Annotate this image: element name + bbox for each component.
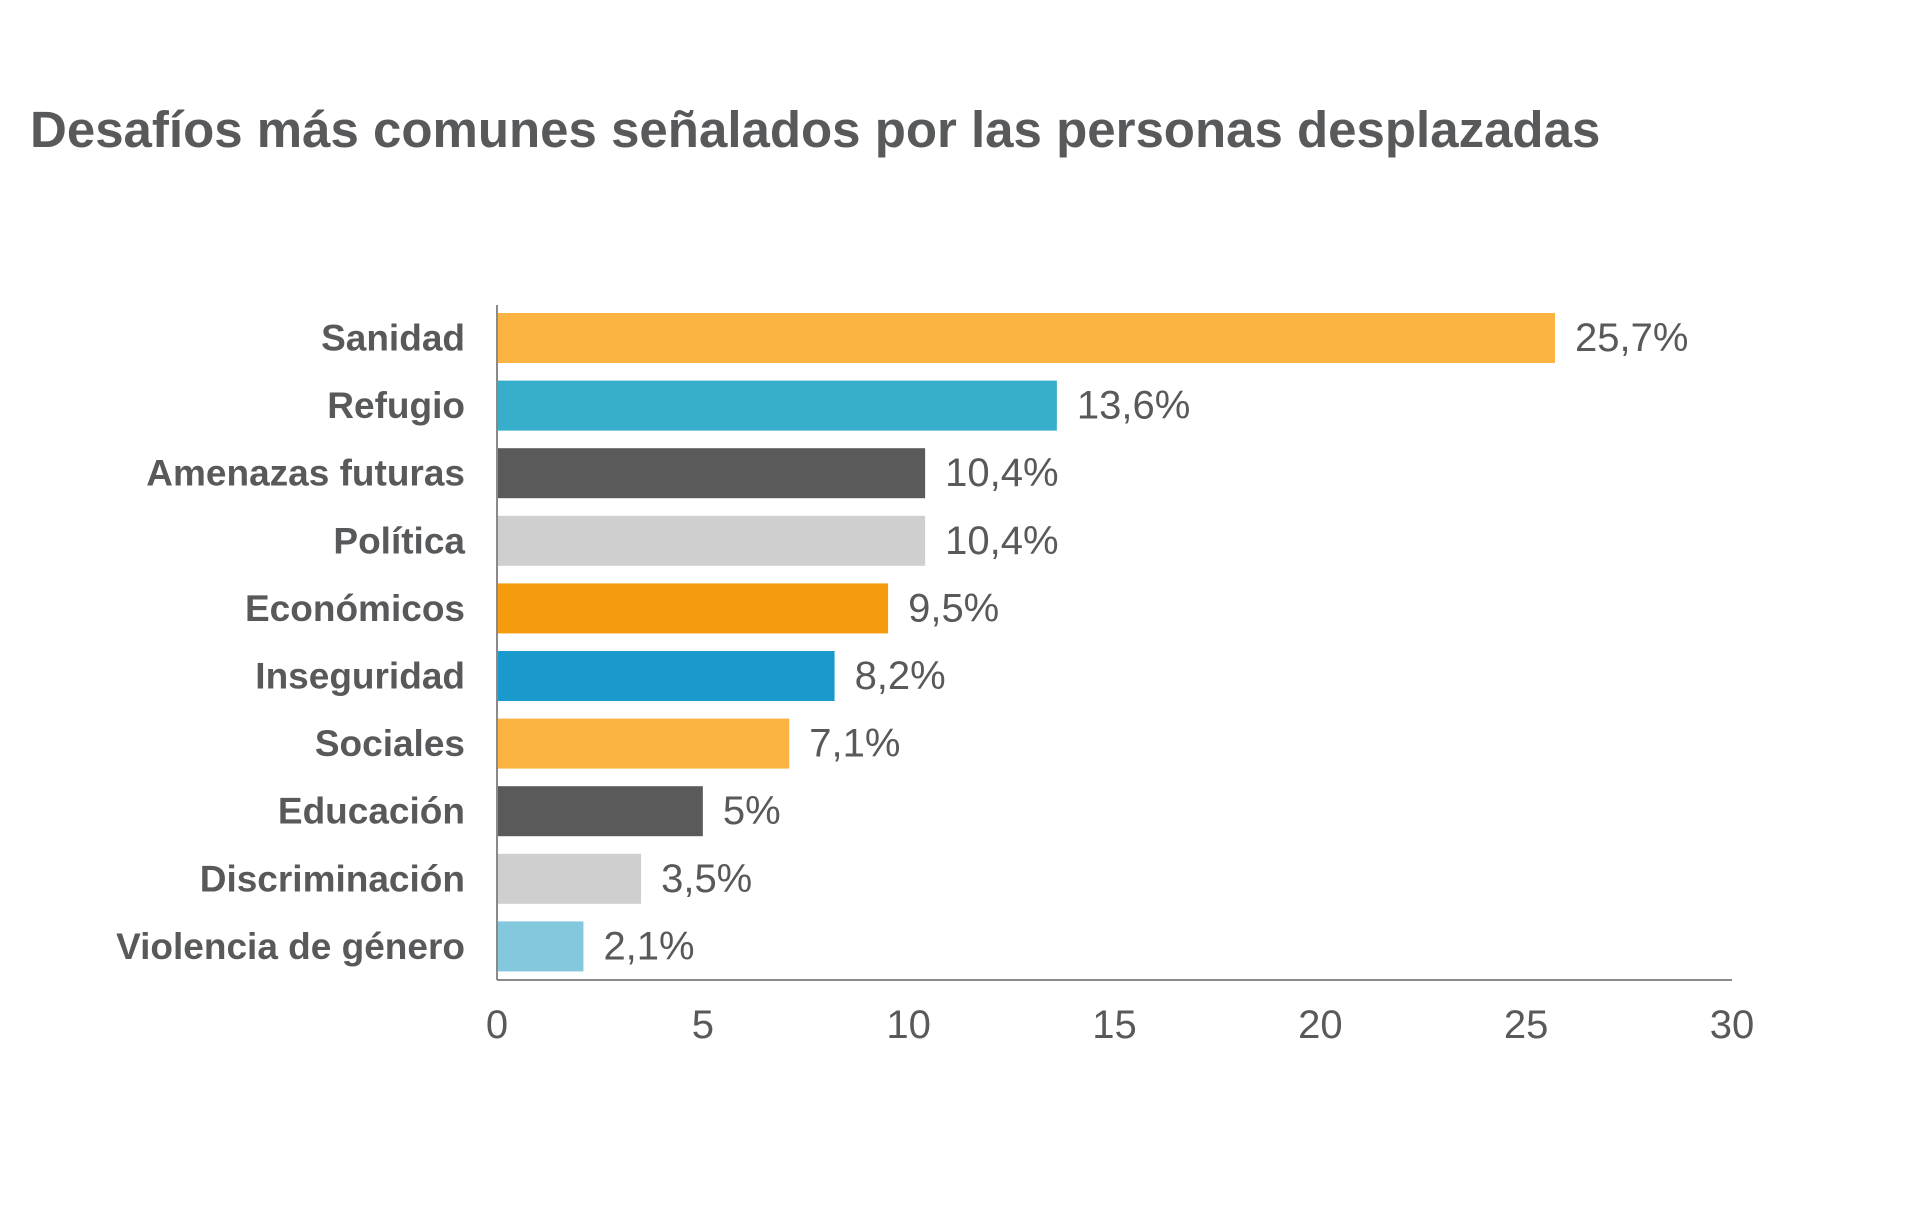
value-label: 10,4% <box>945 519 1058 563</box>
x-tick-label: 10 <box>886 1003 931 1047</box>
value-label: 7,1% <box>809 722 900 766</box>
category-label: Sociales <box>315 723 465 764</box>
x-tick-label: 20 <box>1298 1003 1343 1047</box>
category-label: Económicos <box>245 588 465 629</box>
chart-title: Desafíos más comunes señalados por las p… <box>30 101 1601 158</box>
bar-0 <box>497 313 1555 363</box>
category-label: Violencia de género <box>116 926 465 967</box>
x-tick-label: 30 <box>1710 1003 1755 1047</box>
bar-6 <box>497 718 790 769</box>
category-label: Educación <box>278 791 465 832</box>
value-labels: 25,7% 13,6% 10,4% 10,4% 9,5% 8,2% 7,1% 5% 3,5% 2,… <box>603 316 1688 968</box>
category-label: Política <box>333 520 465 561</box>
category-labels: Sanidad Refugio Amenazas futuras Política Ec… <box>116 318 465 967</box>
bar-1 <box>497 380 1057 431</box>
value-label: 8,2% <box>855 654 946 698</box>
bar-4 <box>497 583 889 634</box>
category-label: Sanidad <box>321 318 465 359</box>
value-label: 13,6% <box>1077 384 1190 428</box>
bar-2 <box>497 448 926 499</box>
bar-7 <box>497 786 703 837</box>
bar-8 <box>497 853 642 904</box>
bar-9 <box>497 921 584 972</box>
value-label: 3,5% <box>661 857 752 901</box>
value-label: 5% <box>723 789 781 833</box>
bar-3 <box>497 515 926 566</box>
value-label: 2,1% <box>603 924 694 968</box>
category-label: Refugio <box>327 385 465 426</box>
x-tick-label: 15 <box>1092 1003 1137 1047</box>
category-label: Amenazas futuras <box>146 453 465 494</box>
category-label: Discriminación <box>200 858 465 899</box>
x-tick-label: 0 <box>486 1003 508 1047</box>
category-label: Inseguridad <box>255 656 465 697</box>
x-tick-label: 25 <box>1504 1003 1549 1047</box>
value-label: 10,4% <box>945 451 1058 495</box>
bars-layer <box>497 313 1555 972</box>
x-axis: 0 5 10 15 20 25 30 <box>486 305 1754 1047</box>
value-label: 25,7% <box>1575 316 1688 360</box>
bar-5 <box>497 651 835 701</box>
value-label: 9,5% <box>908 586 999 630</box>
x-tick-label: 5 <box>692 1003 714 1047</box>
